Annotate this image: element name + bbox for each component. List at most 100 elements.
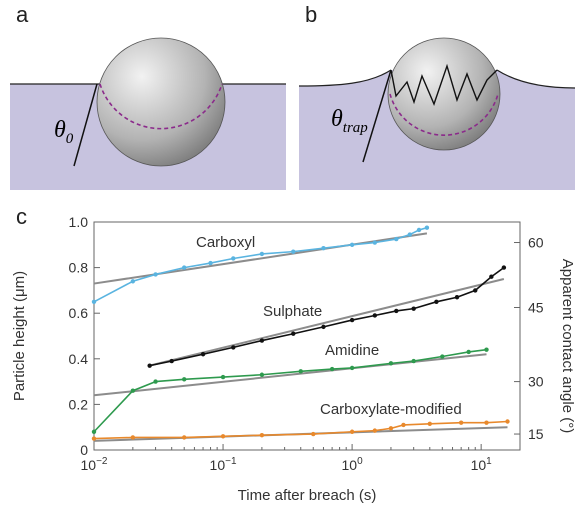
data-point-amidine: [182, 377, 187, 382]
angle-label-a: θ0: [54, 117, 74, 147]
interface-line-b: [299, 69, 575, 89]
data-point-sulphate: [454, 295, 460, 300]
x-tick-label: 100: [342, 456, 364, 473]
data-point-carboxyl: [231, 256, 236, 261]
data-point-carboxyl: [424, 225, 430, 230]
data-point-sulphate: [169, 358, 174, 364]
data-point-sulphate: [434, 299, 439, 304]
y-right-tick-label: 30: [528, 374, 544, 390]
data-point-carboxyl: [130, 279, 136, 284]
data-point-sulphate: [394, 308, 399, 314]
data-point-carboxylate-modified: [91, 436, 97, 441]
data-point-carboxylate-modified: [259, 432, 265, 438]
data-point-sulphate: [411, 306, 416, 311]
panel-b-label: b: [305, 2, 318, 27]
submerged-contour-a: [99, 83, 223, 130]
data-point-sulphate: [259, 338, 265, 343]
data-point-sulphate: [291, 331, 296, 336]
y-tick-label: 0.8: [69, 260, 89, 276]
x-tick-label: 10−1: [210, 456, 237, 473]
particle-b: [387, 37, 501, 151]
data-point-amidine: [349, 365, 355, 371]
data-point-amidine: [220, 374, 226, 380]
y-right-tick-label: 60: [528, 235, 544, 251]
x-axis-title: Time after breach (s): [238, 487, 377, 504]
y-axis-title: Particle height (μm): [11, 271, 28, 401]
series-line-amidine: [93, 348, 487, 433]
data-point-amidine: [484, 347, 489, 352]
data-point-carboxyl: [291, 249, 296, 254]
x-tick-label: 101: [471, 456, 493, 473]
data-point-carboxyl: [394, 236, 399, 242]
y-right-tick-label: 45: [528, 300, 544, 316]
data-point-sulphate: [231, 345, 236, 350]
data-point-carboxylate-modified: [505, 419, 510, 424]
y-right-tick-label: 15: [528, 426, 544, 442]
y-tick-label: 1.0: [69, 214, 89, 230]
series-line-carboxyl: [93, 226, 428, 303]
panel-a-diagram: θ0: [10, 37, 286, 190]
data-point-amidine: [153, 379, 158, 384]
data-point-carboxylate-modified: [311, 431, 316, 437]
data-point-carboxyl: [349, 242, 355, 247]
y-tick-label: 0.4: [69, 351, 89, 367]
data-point-carboxyl: [182, 265, 187, 270]
panel-c-label: c: [16, 204, 27, 229]
y-tick-label: 0.6: [69, 305, 89, 321]
y-tick-label: 0.2: [69, 396, 89, 412]
data-point-sulphate: [349, 317, 355, 323]
data-point-amidine: [329, 366, 335, 372]
data-point-carboxyl: [321, 246, 326, 251]
data-point-amidine: [466, 349, 471, 355]
data-point-amidine: [298, 369, 303, 374]
data-point-sulphate: [489, 274, 494, 279]
data-series: [91, 225, 510, 441]
data-point-sulphate: [501, 265, 507, 270]
data-point-sulphate: [200, 352, 206, 357]
series-label-carboxyl: Carboxyl: [196, 234, 255, 251]
data-point-carboxylate-modified: [427, 421, 432, 426]
tangent-line-a: [73, 83, 98, 167]
y-axis-right-title: Apparent contact angle (°): [559, 259, 576, 433]
pinned-contact-line-b: [390, 63, 498, 106]
panel-b-diagram: θtrap: [299, 37, 575, 190]
data-point-amidine: [440, 354, 445, 359]
y-tick-label: 0: [80, 442, 88, 458]
data-point-carboxyl: [259, 251, 265, 257]
data-point-carboxylate-modified: [182, 435, 187, 440]
particle-a: [96, 37, 226, 167]
data-point-carboxylate-modified: [458, 420, 464, 425]
data-point-carboxylate-modified: [372, 428, 378, 433]
data-point-carboxyl: [416, 227, 422, 233]
data-point-sulphate: [372, 313, 378, 318]
data-point-carboxylate-modified: [401, 422, 406, 428]
data-point-amidine: [388, 361, 394, 366]
series-label-amidine: Amidine: [325, 342, 379, 359]
x-tick-label: 10−2: [81, 456, 108, 473]
fit-line-sulphate: [149, 278, 505, 367]
series-label-carboxylate-modified: Carboxylate-modified: [320, 401, 462, 418]
axis-ticks: 10−2 10−1 100 101 0 0.2 0.4 0.6 0.8 1.0 15 30 45 60: [69, 214, 544, 473]
fit-line-carboxyl: [93, 232, 428, 285]
data-point-amidine: [411, 358, 416, 364]
data-point-carboxylate-modified: [388, 426, 394, 431]
tangent-line-b: [362, 69, 392, 163]
data-point-carboxylate-modified: [484, 420, 489, 425]
angle-label-b: θtrap: [331, 106, 368, 136]
series-line-sulphate: [149, 266, 505, 367]
data-point-carboxylate-modified: [220, 434, 226, 439]
data-point-amidine: [91, 429, 97, 434]
data-point-sulphate: [321, 324, 326, 330]
data-point-sulphate: [473, 288, 478, 293]
data-point-carboxylate-modified: [130, 435, 136, 440]
series-label-sulphate: Sulphate: [263, 303, 322, 320]
series-line-carboxylate-modified: [93, 420, 508, 440]
data-point-carboxyl: [407, 232, 413, 237]
data-point-carboxyl: [91, 299, 97, 304]
plot-frame: [93, 221, 521, 451]
data-point-amidine: [259, 372, 265, 377]
data-point-sulphate: [147, 363, 152, 368]
data-point-carboxyl: [208, 260, 213, 266]
data-point-carboxylate-modified: [349, 429, 355, 434]
